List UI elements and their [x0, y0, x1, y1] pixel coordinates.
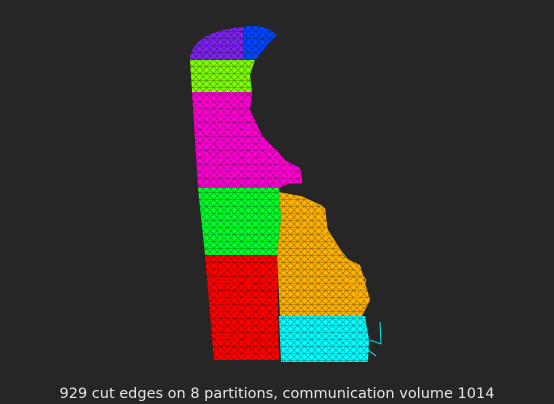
region-red [205, 255, 279, 360]
orange-fringe-edges [289, 195, 371, 307]
figure-caption: 929 cut edges on 8 partitions, communica… [59, 386, 495, 402]
region-blue [243, 26, 277, 60]
region-lime [190, 60, 255, 92]
region-orange [277, 192, 371, 316]
region-cyan [279, 316, 382, 362]
magenta-fringe-edges [261, 139, 303, 184]
cyan-fringe-edges [367, 321, 382, 357]
region-violet [190, 27, 243, 60]
region-green [198, 188, 281, 255]
region-magenta [192, 92, 302, 188]
